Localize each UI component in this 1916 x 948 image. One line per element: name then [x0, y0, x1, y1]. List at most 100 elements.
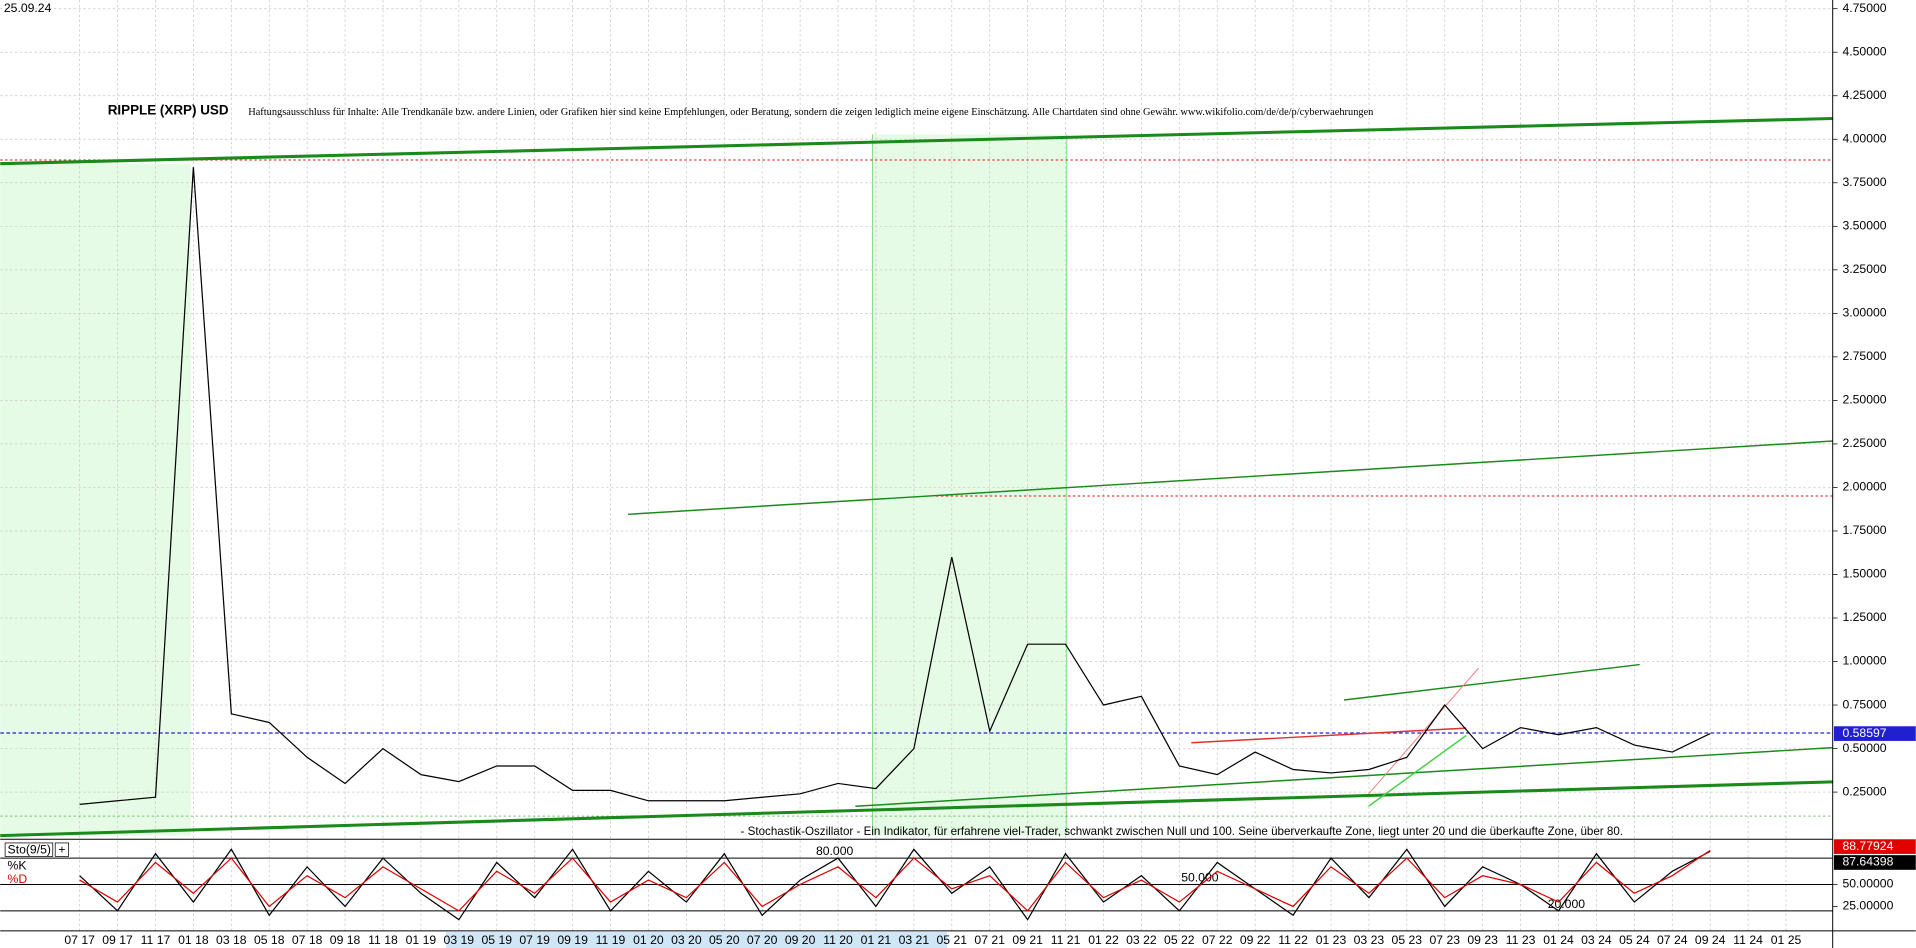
x-tick-label: 05 19: [481, 933, 512, 947]
y-tick-label: 4.50000: [1842, 44, 1886, 58]
trend-line: [855, 746, 1833, 808]
y-tick-label: 0.75000: [1842, 697, 1886, 711]
x-tick-label: 03 22: [1126, 933, 1157, 947]
x-tick-label: 11 19: [596, 933, 626, 947]
grid: [0, 0, 1833, 931]
y-tick-label: 50.00000: [1842, 877, 1893, 891]
last-value-box: [1833, 855, 1916, 870]
level-label: 80.000: [816, 844, 854, 858]
date-label: 25.09.24: [4, 1, 52, 15]
x-tick-label: 01 22: [1088, 933, 1119, 947]
y-tick-label: 3.25000: [1842, 262, 1886, 276]
price-line: [79, 167, 1711, 805]
x-tick-label: 03 21: [899, 933, 930, 947]
x-tick-label: 11 20: [823, 933, 853, 947]
x-tick-label: 05 20: [709, 933, 740, 947]
y-tick-label: 2.75000: [1842, 349, 1886, 363]
x-tick-label: 07 21: [974, 933, 1005, 947]
x-tick-label: 01 18: [178, 933, 209, 947]
zone: [872, 134, 1067, 836]
x-tick-label: 03 20: [671, 933, 702, 947]
x-tick-label: 01 25: [1771, 933, 1802, 947]
last-value-label: 88.77924: [1842, 839, 1893, 853]
x-tick-label: 07 20: [747, 933, 778, 947]
y-tick-label: 1.50000: [1842, 567, 1886, 581]
y-tick-label: 1.75000: [1842, 523, 1886, 537]
trend-line: [0, 116, 1833, 166]
x-tick-label: 07 17: [64, 933, 95, 947]
indicator-box: [4, 842, 54, 857]
y-tick-label: 2.00000: [1842, 480, 1886, 494]
legend-entry: %D: [8, 872, 28, 886]
legend-entry: %K: [8, 858, 27, 872]
y-tick-label: 3.50000: [1842, 219, 1886, 233]
level-label: 20.000: [1548, 897, 1586, 911]
x-tick-label: 11 21: [1051, 933, 1081, 947]
y-tick-label: 0.50000: [1842, 741, 1886, 755]
last-price-box: [1833, 726, 1916, 741]
x-tick-label: 01 23: [1316, 933, 1347, 947]
trend-line: [628, 440, 1833, 516]
level-label: 50.000: [1181, 871, 1219, 885]
x-tick-label: 07 22: [1202, 933, 1233, 947]
x-tick-label: 09 19: [557, 933, 588, 947]
y-tick-label: 4.00000: [1842, 131, 1886, 145]
axis-highlight: [446, 932, 948, 948]
y-tick-label: 3.75000: [1842, 175, 1886, 189]
add-button[interactable]: [54, 842, 70, 857]
x-tick-label: 03 23: [1354, 933, 1385, 947]
x-tick-label: 01 24: [1543, 933, 1574, 947]
x-tick-label: 01 21: [861, 933, 892, 947]
x-tick-label: 07 23: [1429, 933, 1460, 947]
add-button-icon[interactable]: +: [58, 842, 65, 856]
x-tick-label: 07 19: [519, 933, 550, 947]
x-tick-label: 09 20: [785, 933, 816, 947]
x-tick-label: 11 23: [1506, 933, 1536, 947]
y-tick-label: 25.00000: [1842, 899, 1893, 913]
trend-line: [1191, 727, 1467, 744]
x-tick-label: 03 24: [1581, 933, 1612, 947]
x-tick-label: 11 24: [1733, 933, 1763, 947]
last-price-label: 0.58597: [1842, 726, 1886, 740]
x-tick-label: 09 23: [1467, 933, 1498, 947]
x-tick-label: 05 23: [1392, 933, 1423, 947]
x-tick-label: 01 20: [633, 933, 664, 947]
x-tick-label: 09 21: [1012, 933, 1043, 947]
last-value-label: 87.64398: [1842, 855, 1893, 869]
x-tick-label: 03 18: [216, 933, 247, 947]
x-tick-label: 05 21: [937, 933, 968, 947]
x-tick-label: 09 22: [1240, 933, 1271, 947]
annotation: - Stochastik-Oszillator - Ein Indikator,…: [741, 825, 1623, 838]
x-tick-label: 07 24: [1657, 933, 1688, 947]
y-tick-label: 1.25000: [1842, 610, 1886, 624]
indicator-title: Sto(9/5): [8, 842, 51, 856]
x-tick-label: 11 17: [141, 933, 171, 947]
x-tick-label: 11 22: [1278, 933, 1308, 947]
y-tick-label: 3.00000: [1842, 306, 1886, 320]
trend-line: [1368, 667, 1479, 795]
last-value-box: [1833, 839, 1916, 854]
zone: [0, 163, 191, 836]
y-tick-label: 4.25000: [1842, 88, 1886, 102]
trend-line: [1368, 734, 1467, 807]
x-tick-label: 09 17: [102, 933, 133, 947]
x-tick-label: 07 18: [292, 933, 323, 947]
x-tick-label: 11 18: [368, 933, 398, 947]
x-tick-label: 03 19: [444, 933, 475, 947]
y-tick-label: 2.50000: [1842, 393, 1886, 407]
x-tick-label: 05 24: [1619, 933, 1650, 947]
y-tick-label: 0.25000: [1842, 784, 1886, 798]
x-tick-label: 09 24: [1695, 933, 1726, 947]
chart-title: RIPPLE (XRP) USD: [108, 103, 229, 118]
x-tick-label: 09 18: [330, 933, 361, 947]
x-tick-label: 05 18: [254, 933, 285, 947]
chart-subtitle: Haftungsausschluss für Inhalte: Alle Tre…: [248, 107, 1374, 118]
x-tick-label: 05 22: [1164, 933, 1195, 947]
oscillator-line: [79, 849, 1711, 912]
trend-lines: [0, 116, 1833, 838]
trend-line: [0, 780, 1833, 838]
y-tick-label: 2.25000: [1842, 436, 1886, 450]
y-tick-label: 1.00000: [1842, 654, 1886, 668]
